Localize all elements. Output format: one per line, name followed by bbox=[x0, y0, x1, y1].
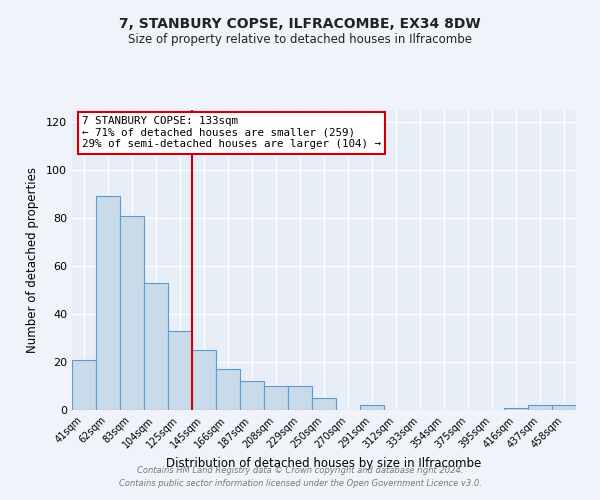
Bar bbox=[96, 196, 120, 410]
Bar bbox=[240, 381, 264, 410]
Bar bbox=[72, 360, 96, 410]
Bar bbox=[528, 405, 552, 410]
Bar bbox=[216, 369, 240, 410]
Bar bbox=[288, 386, 312, 410]
Text: 7 STANBURY COPSE: 133sqm
← 71% of detached houses are smaller (259)
29% of semi-: 7 STANBURY COPSE: 133sqm ← 71% of detach… bbox=[82, 116, 381, 149]
Bar bbox=[144, 283, 168, 410]
Bar bbox=[552, 405, 576, 410]
X-axis label: Distribution of detached houses by size in Ilfracombe: Distribution of detached houses by size … bbox=[166, 456, 482, 469]
Text: Contains HM Land Registry data © Crown copyright and database right 2024.
Contai: Contains HM Land Registry data © Crown c… bbox=[119, 466, 481, 487]
Bar bbox=[360, 405, 384, 410]
Text: 7, STANBURY COPSE, ILFRACOMBE, EX34 8DW: 7, STANBURY COPSE, ILFRACOMBE, EX34 8DW bbox=[119, 18, 481, 32]
Bar bbox=[312, 398, 336, 410]
Bar bbox=[264, 386, 288, 410]
Text: Size of property relative to detached houses in Ilfracombe: Size of property relative to detached ho… bbox=[128, 32, 472, 46]
Bar bbox=[120, 216, 144, 410]
Bar bbox=[168, 331, 192, 410]
Y-axis label: Number of detached properties: Number of detached properties bbox=[26, 167, 39, 353]
Bar bbox=[504, 408, 528, 410]
Bar bbox=[192, 350, 216, 410]
